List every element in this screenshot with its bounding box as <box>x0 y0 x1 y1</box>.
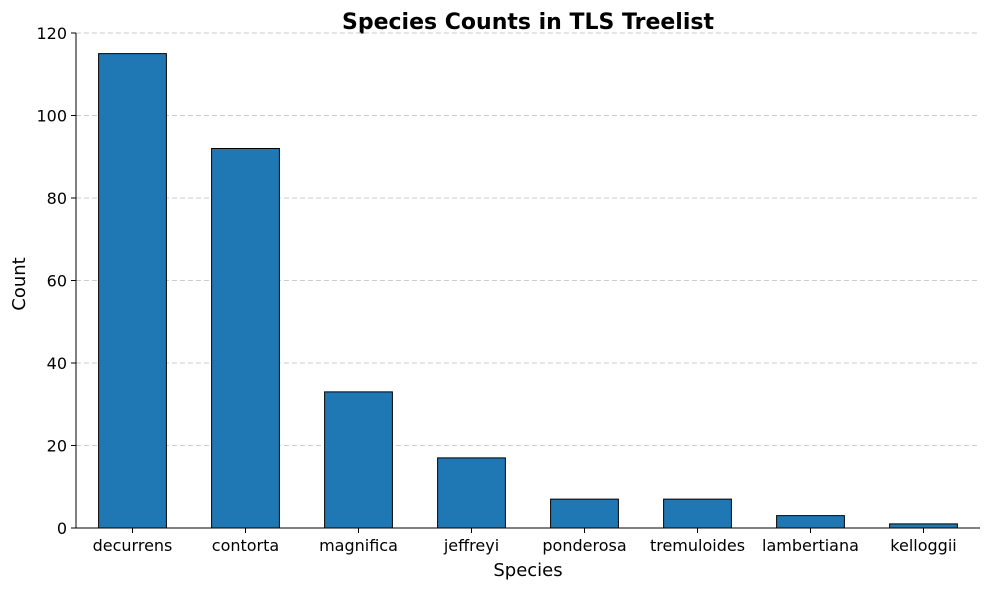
bar-tremuloides <box>663 498 732 529</box>
y-tick-label: 60 <box>47 272 67 291</box>
bar-kelloggii <box>889 523 958 529</box>
bar-magnifica <box>324 391 393 529</box>
x-tick-label: decurrens <box>93 536 173 555</box>
x-tick-label: tremuloides <box>650 536 745 555</box>
y-tick-label: 100 <box>36 107 67 126</box>
bar-jeffreyi <box>437 457 506 529</box>
x-tick-label: jeffreyi <box>443 536 499 555</box>
x-tick-label: lambertiana <box>762 536 859 555</box>
bar-contorta <box>211 148 280 529</box>
bar-lambertiana <box>776 515 845 529</box>
bar-decurrens <box>98 53 167 529</box>
x-tick-label: magnifica <box>319 536 398 555</box>
y-axis-ticks: 0 20 40 60 80 100 120 <box>36 24 76 538</box>
y-tick-label: 40 <box>47 354 67 373</box>
chart-title: Species Counts in TLS Treelist <box>342 10 714 35</box>
y-tick-label: 0 <box>57 519 67 538</box>
bars <box>98 53 958 529</box>
x-tick-label: kelloggii <box>890 536 956 555</box>
bar-ponderosa <box>550 498 619 529</box>
x-tick-label: ponderosa <box>542 536 626 555</box>
y-tick-label: 80 <box>47 189 67 208</box>
y-axis-label: Count <box>9 257 30 310</box>
y-tick-label: 120 <box>36 24 67 43</box>
gridlines <box>76 32 980 446</box>
x-axis-label: Species <box>493 560 562 581</box>
x-tick-label: contorta <box>212 536 279 555</box>
y-tick-label: 20 <box>47 437 67 456</box>
x-axis-ticks: decurrens contorta magnifica jeffreyi ponder… <box>93 528 957 555</box>
